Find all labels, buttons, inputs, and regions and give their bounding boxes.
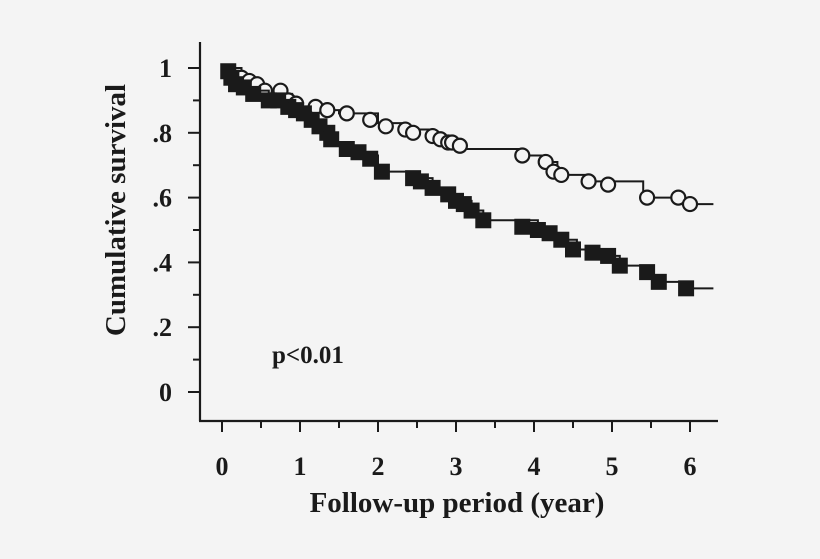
open-circle-marker bbox=[553, 166, 570, 184]
open-circle-marker bbox=[338, 105, 355, 122]
open-circle-marker bbox=[638, 189, 656, 206]
y-tick-label: .2 bbox=[153, 313, 173, 342]
y-axis-title: Cumulative survival bbox=[100, 84, 132, 336]
x-tick-label: 5 bbox=[606, 452, 619, 481]
open-circle-marker bbox=[580, 173, 597, 190]
y-tick-label: 0 bbox=[159, 378, 172, 407]
filled-square-marker bbox=[475, 212, 492, 229]
filled-square-marker bbox=[611, 257, 628, 274]
open-circle-marker bbox=[599, 176, 617, 193]
y-tick-label: .4 bbox=[153, 248, 173, 277]
tick-labels: 0 1 2 3 4 5 6 0 .2 .4 .6 .8 1 bbox=[153, 54, 697, 481]
filled-square-marker bbox=[678, 280, 695, 297]
filled-square-marker bbox=[373, 163, 390, 180]
p-value-annotation: p<0.01 bbox=[272, 342, 344, 369]
tick-marks bbox=[188, 67, 691, 432]
filled-square-marker bbox=[323, 131, 340, 148]
x-tick-label: 0 bbox=[216, 452, 229, 481]
open-circle-marker bbox=[377, 118, 394, 135]
x-axis-title: Follow-up period (year) bbox=[310, 487, 605, 519]
x-tick-label: 3 bbox=[450, 452, 463, 481]
open-circle-marker bbox=[514, 147, 531, 164]
axes bbox=[198, 42, 718, 423]
open-circle-marker bbox=[362, 111, 379, 128]
survival-step-line-1 bbox=[222, 67, 714, 206]
filled-square-marker bbox=[424, 179, 441, 196]
x-tick-label: 2 bbox=[372, 452, 385, 481]
x-tick-label: 4 bbox=[528, 452, 541, 481]
filled-square-marker bbox=[565, 241, 581, 258]
filled-square-marker bbox=[650, 273, 667, 290]
filled-square-marker bbox=[245, 85, 262, 102]
y-tick-label: 1 bbox=[159, 54, 172, 83]
open-circle-marker bbox=[319, 102, 336, 119]
x-tick-label: 6 bbox=[684, 452, 697, 481]
filled-square-marker bbox=[584, 244, 601, 261]
y-tick-label: .6 bbox=[153, 184, 173, 213]
open-circle-marker bbox=[451, 137, 468, 154]
filled-square-marker bbox=[362, 150, 379, 167]
series-layer bbox=[220, 63, 714, 297]
open-circle-marker bbox=[405, 124, 422, 141]
open-circle-marker bbox=[681, 195, 699, 213]
filled-square-marker bbox=[514, 218, 531, 235]
x-tick-label: 1 bbox=[294, 452, 307, 481]
y-tick-label: .8 bbox=[153, 119, 173, 148]
